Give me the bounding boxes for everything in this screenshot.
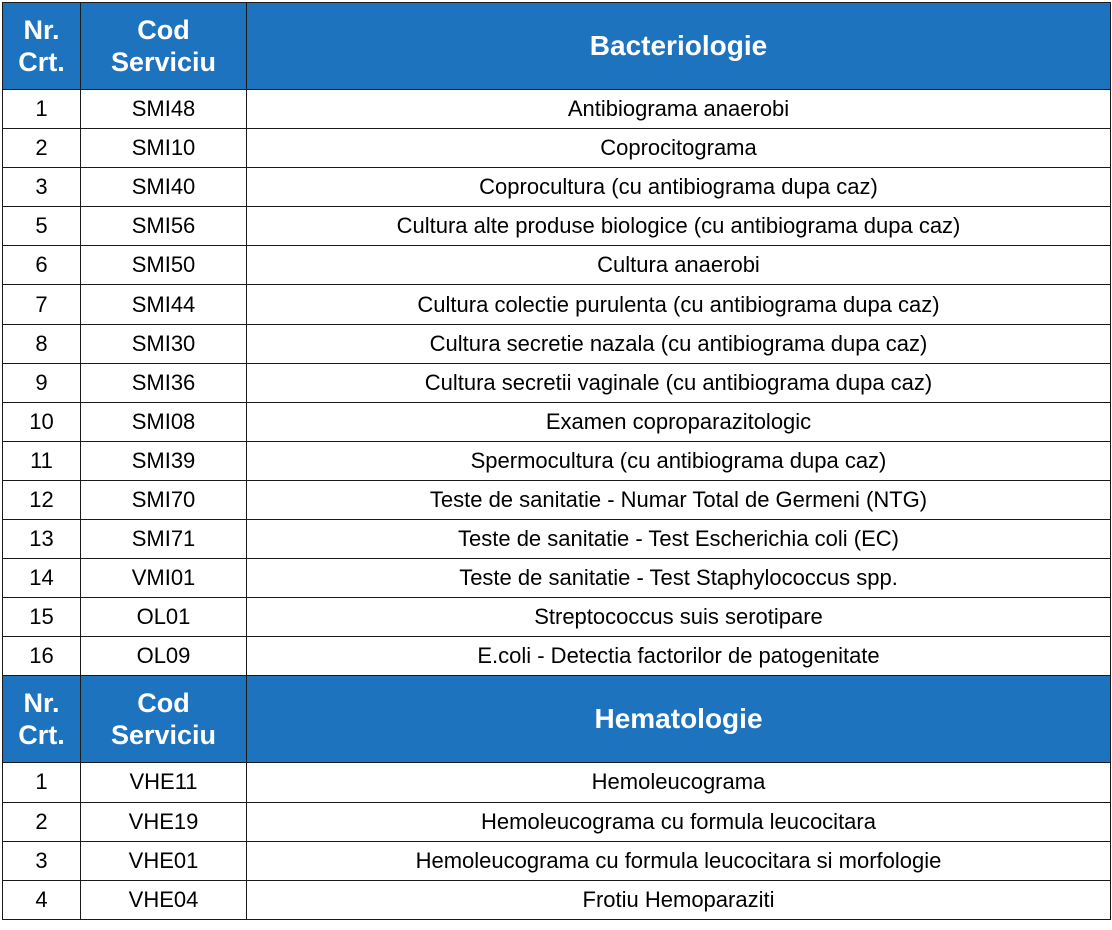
row-number: 13	[2, 519, 81, 560]
table-row: 12 SMI70 Teste de sanitatie - Numar Total …	[2, 479, 1111, 521]
table-row: 14 VMI01 Teste de sanitatie - Test Staphyl…	[2, 558, 1111, 599]
table-row: 9 SMI36 Cultura secretii vaginale (cu anti…	[2, 362, 1111, 403]
service-name: Cultura alte produse biologice (cu antib…	[246, 206, 1111, 247]
column-header-cod-serviciu-line: Cod	[137, 688, 190, 719]
table-row: 2 SMI10 Coprocitograma	[2, 128, 1111, 169]
service-code: SMI50	[80, 245, 247, 286]
row-number: 2	[2, 801, 81, 842]
section-header-hematologie: Nr. Crt. Cod Serviciu Hematologie	[2, 675, 1111, 764]
service-name: Cultura secretie nazala (cu antibiograma…	[246, 323, 1111, 364]
service-name: Coprocitograma	[246, 128, 1111, 169]
row-number: 3	[2, 840, 81, 881]
row-number: 1	[2, 762, 81, 803]
service-code: SMI36	[80, 362, 247, 403]
service-name: Streptococcus suis serotipare	[246, 597, 1111, 638]
service-code: SMI39	[80, 440, 247, 481]
row-number: 8	[2, 323, 81, 364]
row-number: 11	[2, 440, 81, 481]
section-title: Hematologie	[246, 675, 1111, 764]
service-name: Antibiograma anaerobi	[246, 88, 1111, 130]
service-code: SMI10	[80, 128, 247, 169]
row-number: 3	[2, 167, 81, 208]
row-number: 14	[2, 558, 81, 599]
table-row: 2 VHE19 Hemoleucograma cu formula leucocit…	[2, 801, 1111, 842]
column-header-nr-crt-line: Nr.	[23, 688, 60, 719]
table-row: 8 SMI30 Cultura secretie nazala (cu antibi…	[2, 323, 1111, 364]
service-name: Frotiu Hemoparaziti	[246, 879, 1111, 920]
service-code: VMI01	[80, 558, 247, 599]
table-row: 5 SMI56 Cultura alte produse biologice (cu…	[2, 206, 1111, 247]
service-name: Cultura anaerobi	[246, 245, 1111, 286]
service-code: OL09	[80, 636, 247, 677]
column-header-cod-serviciu: Cod Serviciu	[80, 675, 247, 764]
table-row: 1 SMI48 Antibiograma anaerobi	[2, 88, 1111, 130]
table-row: 1 VHE11 Hemoleucograma	[2, 762, 1111, 803]
service-name: Coprocultura (cu antibiograma dupa caz)	[246, 167, 1111, 208]
service-name: Examen coproparazitologic	[246, 401, 1111, 442]
table-row: 7 SMI44 Cultura colectie purulenta (cu ant…	[2, 284, 1111, 325]
service-code: SMI56	[80, 206, 247, 247]
service-code: VHE19	[80, 801, 247, 842]
column-header-nr-crt: Nr. Crt.	[2, 2, 81, 90]
service-code: SMI08	[80, 401, 247, 442]
service-code: SMI40	[80, 167, 247, 208]
table-row: 4 VHE04 Frotiu Hemoparaziti	[2, 879, 1111, 920]
column-header-nr-crt-line: Crt.	[18, 720, 65, 751]
service-code: VHE11	[80, 762, 247, 803]
table-row: 3 SMI40 Coprocultura (cu antibiograma dupa…	[2, 167, 1111, 208]
table-row: 15 OL01 Streptococcus suis serotipare	[2, 597, 1111, 638]
service-name: Cultura colectie purulenta (cu antibiogr…	[246, 284, 1111, 325]
row-number: 4	[2, 879, 81, 920]
service-name: Teste de sanitatie - Test Staphylococcus…	[246, 558, 1111, 599]
service-code: SMI44	[80, 284, 247, 325]
table-row: 3 VHE01 Hemoleucograma cu formula leucocit…	[2, 840, 1111, 881]
service-code: SMI71	[80, 519, 247, 560]
row-number: 2	[2, 128, 81, 169]
column-header-nr-crt-line: Nr.	[23, 15, 60, 45]
service-name: E.coli - Detectia factorilor de patogeni…	[246, 636, 1111, 677]
service-name: Spermocultura (cu antibiograma dupa caz)	[246, 440, 1111, 481]
row-number: 7	[2, 284, 81, 325]
table-row: 10 SMI08 Examen coproparazitologic	[2, 401, 1111, 442]
service-code: SMI48	[80, 88, 247, 130]
service-name: Teste de sanitatie - Numar Total de Germ…	[246, 479, 1111, 521]
service-code: SMI30	[80, 323, 247, 364]
service-code: SMI70	[80, 479, 247, 521]
column-header-cod-serviciu-line: Serviciu	[110, 47, 217, 77]
row-number: 10	[2, 401, 81, 442]
service-code: VHE04	[80, 879, 247, 920]
row-number: 9	[2, 362, 81, 403]
service-name: Hemoleucograma	[246, 762, 1111, 803]
column-header-cod-serviciu-line: Cod	[137, 15, 190, 45]
column-header-cod-serviciu: Cod Serviciu	[80, 2, 247, 90]
row-number: 5	[2, 206, 81, 247]
row-number: 15	[2, 597, 81, 638]
service-name: Teste de sanitatie - Test Escherichia co…	[246, 519, 1111, 560]
row-number: 6	[2, 245, 81, 286]
table-row: 13 SMI71 Teste de sanitatie - Test Escheri…	[2, 519, 1111, 560]
service-name: Hemoleucograma cu formula leucocitara	[246, 801, 1111, 842]
service-name: Cultura secretii vaginale (cu antibiogra…	[246, 362, 1111, 403]
service-code: OL01	[80, 597, 247, 638]
row-number: 12	[2, 479, 81, 521]
row-number: 16	[2, 636, 81, 677]
column-header-nr-crt-line: Crt.	[18, 47, 65, 77]
service-code: VHE01	[80, 840, 247, 881]
table-row: 16 OL09 E.coli - Detectia factorilor de pa…	[2, 636, 1111, 677]
row-number: 1	[2, 88, 81, 130]
table-row: 6 SMI50 Cultura anaerobi	[2, 245, 1111, 286]
section-title: Bacteriologie	[246, 2, 1111, 90]
column-header-cod-serviciu-line: Serviciu	[110, 720, 217, 751]
section-header-bacteriologie: Nr. Crt. Cod Serviciu Bacteriologie	[2, 2, 1111, 90]
column-header-nr-crt: Nr. Crt.	[2, 675, 81, 764]
service-name: Hemoleucograma cu formula leucocitara si…	[246, 840, 1111, 881]
table-row: 11 SMI39 Spermocultura (cu antibiograma du…	[2, 440, 1111, 481]
